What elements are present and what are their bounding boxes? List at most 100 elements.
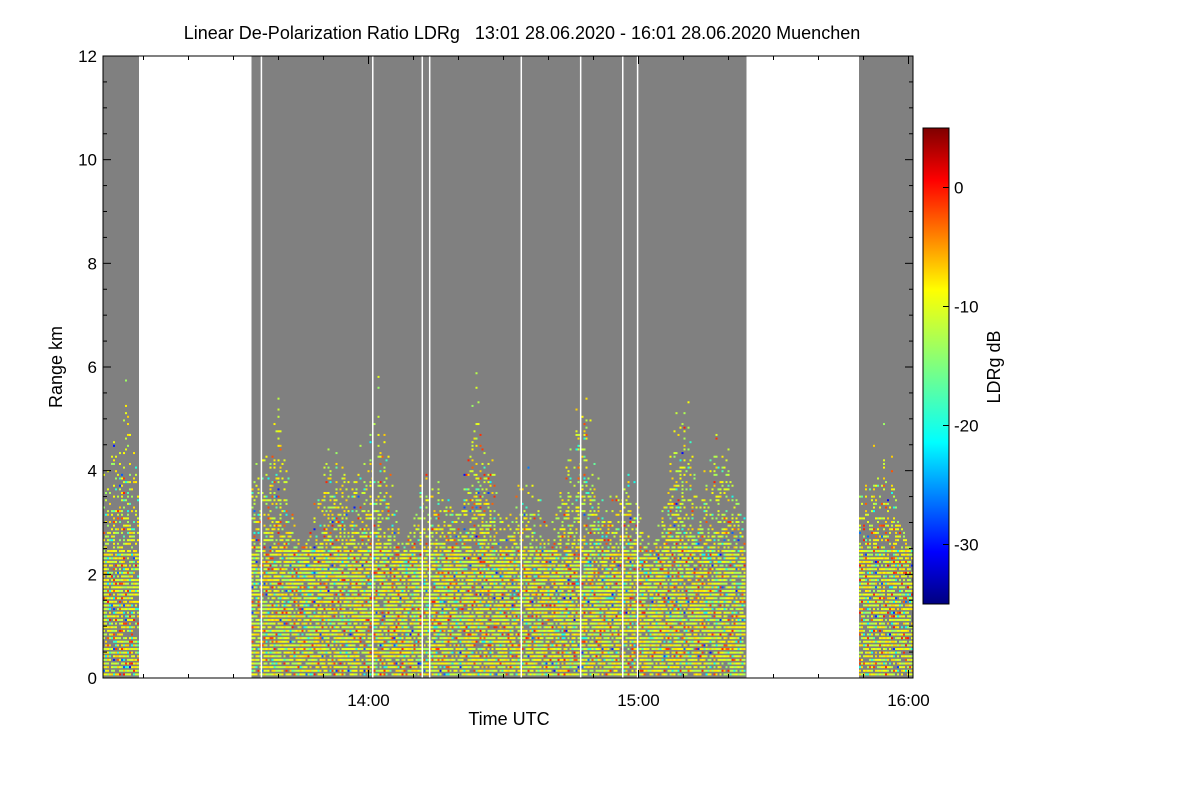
ldr-pixel xyxy=(417,600,420,603)
ldr-pixel xyxy=(125,608,127,611)
ldr-pixel xyxy=(403,611,406,614)
ldr-pixel xyxy=(329,651,332,654)
ldr-pixel xyxy=(113,615,115,618)
ldr-pixel xyxy=(457,629,460,632)
ldr-pixel xyxy=(383,481,386,484)
ldr-pixel xyxy=(347,481,350,484)
ldr-pixel xyxy=(117,666,119,669)
ldr-pixel xyxy=(123,535,125,538)
ldr-pixel xyxy=(283,640,286,643)
ldr-pixel xyxy=(401,564,404,567)
ldr-pixel xyxy=(367,546,370,549)
ldr-pixel xyxy=(349,575,352,578)
ldr-pixel xyxy=(359,579,362,582)
ldr-pixel xyxy=(325,481,328,484)
ldr-pixel xyxy=(367,618,370,621)
ldr-pixel xyxy=(133,535,135,538)
ldr-pixel xyxy=(473,553,476,556)
ldr-pixel xyxy=(475,673,478,676)
ldr-pixel xyxy=(423,658,426,661)
ldr-pixel xyxy=(341,622,344,625)
ldr-pixel xyxy=(255,539,258,542)
ldr-pixel xyxy=(257,546,260,549)
ldr-pixel xyxy=(449,662,452,665)
ldr-pixel xyxy=(353,648,356,651)
ldr-pixel xyxy=(389,666,392,669)
ldr-pixel xyxy=(457,575,460,578)
ldr-pixel xyxy=(311,633,314,636)
ldr-pixel xyxy=(365,484,368,487)
ldr-pixel xyxy=(385,608,388,611)
ldr-pixel xyxy=(317,651,320,654)
ldr-pixel xyxy=(365,593,368,596)
ldr-pixel xyxy=(297,626,300,629)
ldr-pixel xyxy=(355,524,358,527)
ldr-pixel xyxy=(329,557,332,560)
ldr-pixel xyxy=(425,669,428,672)
ldr-pixel xyxy=(129,662,131,665)
ldr-pixel xyxy=(451,655,454,658)
ldr-pixel xyxy=(413,546,416,549)
ldr-pixel xyxy=(339,582,342,585)
ldr-pixel xyxy=(261,600,264,603)
ldr-pixel xyxy=(319,633,322,636)
ldr-pixel xyxy=(341,582,344,585)
ldr-pixel xyxy=(121,550,123,553)
ldr-pixel xyxy=(259,629,262,632)
ldr-pixel xyxy=(477,481,480,484)
ldr-pixel xyxy=(137,568,139,571)
ldr-pixel xyxy=(381,571,384,574)
ldr-pixel xyxy=(399,615,402,618)
ldr-pixel xyxy=(305,546,308,549)
ldr-pixel xyxy=(335,600,338,603)
ldr-pixel xyxy=(447,589,450,592)
ldr-pixel xyxy=(447,553,450,556)
ldr-pixel xyxy=(251,673,254,676)
ldr-pixel xyxy=(251,666,254,669)
ldr-pixel xyxy=(465,618,468,621)
ldr-pixel xyxy=(277,531,280,534)
ldr-pixel xyxy=(403,560,406,563)
ldr-pixel xyxy=(473,564,476,567)
ldr-pixel xyxy=(453,640,456,643)
ldr-pixel xyxy=(417,669,420,672)
ldr-pixel xyxy=(449,597,452,600)
ldr-pixel xyxy=(271,618,274,621)
ldr-pixel xyxy=(395,582,398,585)
ldr-pixel xyxy=(131,604,133,607)
ldr-pixel xyxy=(299,611,302,614)
ldr-pixel xyxy=(409,557,412,560)
ldr-pixel xyxy=(111,528,113,531)
ldr-pixel xyxy=(479,622,482,625)
ldr-pixel xyxy=(303,626,306,629)
ldr-pixel xyxy=(413,651,416,654)
ldr-pixel xyxy=(321,499,324,502)
ldr-pixel xyxy=(131,589,133,592)
ldr-pixel xyxy=(439,640,442,643)
ldr-pixel xyxy=(293,582,296,585)
ldr-pixel xyxy=(355,491,358,494)
ldr-pixel xyxy=(123,568,125,571)
ldr-pixel xyxy=(413,571,416,574)
ldr-pixel xyxy=(329,481,332,484)
ldr-pixel xyxy=(457,553,460,556)
ldr-pixel xyxy=(311,579,314,582)
ldr-pixel xyxy=(287,582,290,585)
ldr-pixel xyxy=(369,586,372,589)
ldr-pixel xyxy=(367,568,370,571)
ldr-pixel xyxy=(273,564,276,567)
ldr-pixel xyxy=(441,560,444,563)
ldr-pixel xyxy=(271,673,274,676)
ldr-pixel xyxy=(345,546,348,549)
ldr-pixel xyxy=(299,640,302,643)
ldr-pixel xyxy=(365,666,368,669)
ldr-pixel xyxy=(419,633,422,636)
ldr-pixel xyxy=(347,655,350,658)
ldr-pixel xyxy=(457,604,460,607)
ldr-pixel xyxy=(331,644,334,647)
ldr-pixel xyxy=(475,608,478,611)
ldr-pixel xyxy=(127,582,129,585)
ldr-pixel xyxy=(129,658,131,661)
ldr-pixel xyxy=(399,600,402,603)
